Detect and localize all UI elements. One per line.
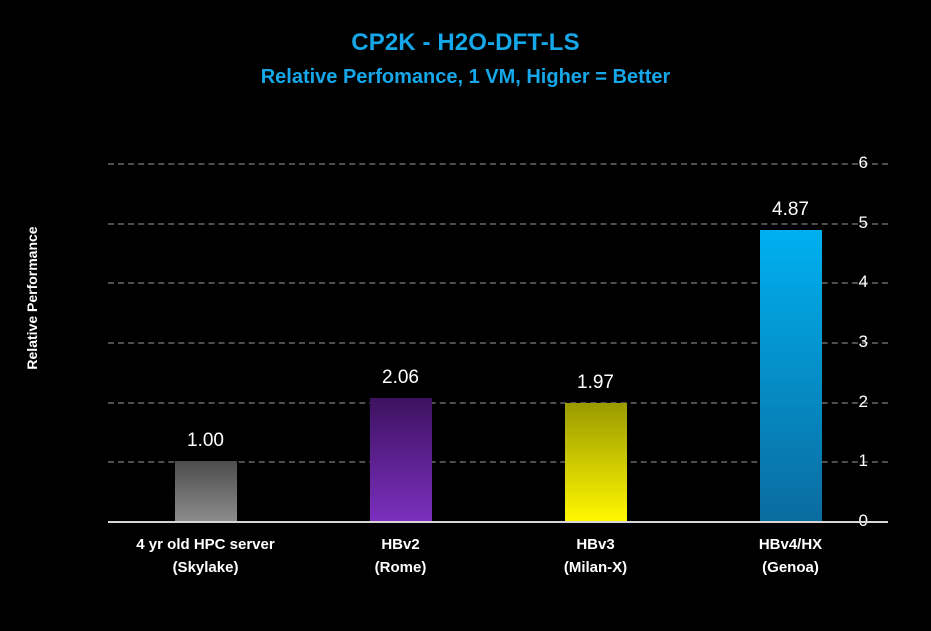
- y-axis-tick-label: 6: [858, 153, 868, 172]
- x-axis-category-label: HBv3 (Milan-X): [481, 533, 711, 579]
- category-label-line1: HBv3: [576, 536, 615, 553]
- gridline: [108, 222, 888, 225]
- x-axis-line: [108, 521, 888, 523]
- y-axis-tick-label: 4: [858, 272, 868, 292]
- y-axis-tick-label: 1: [858, 451, 868, 471]
- bar-value-label: 1.00: [187, 430, 224, 452]
- x-axis-category-label: HBv4/HX (Genoa): [676, 533, 906, 579]
- y-axis-tick-label: 5: [858, 212, 868, 232]
- chart-title: CP2K - H2O-DFT-LS: [351, 29, 580, 56]
- category-label-line2: (Milan-X): [563, 559, 628, 576]
- category-label-line2: (Skylake): [172, 559, 239, 576]
- bar-value-label: 2.06: [382, 367, 419, 389]
- y-axis-title: Relative Performance: [24, 226, 40, 370]
- category-label-line2: (Genoa): [762, 559, 819, 576]
- y-axis-tick-label: 2: [858, 391, 868, 411]
- gridline: [108, 163, 888, 165]
- gridline: [108, 282, 888, 285]
- bar[interactable]: [564, 403, 627, 521]
- category-label-line1: 4 yr old HPC server: [136, 536, 275, 553]
- category-label-line1: HBv4/HX: [758, 536, 823, 553]
- bar[interactable]: [369, 398, 432, 521]
- bar[interactable]: [759, 230, 822, 521]
- plot-area: 0 1 2 3 4 5 6 1.00 2.06 1.97 4.87: [108, 154, 888, 529]
- bar-value-label: 4.87: [772, 199, 809, 221]
- bar[interactable]: [174, 461, 237, 521]
- chart-subtitle: Relative Perfomance, 1 VM, Higher = Bett…: [260, 66, 671, 88]
- x-axis-category-label: HBv2 (Rome): [286, 533, 516, 579]
- category-label-line2: (Rome): [374, 559, 427, 576]
- y-axis-tick-label: 3: [858, 332, 868, 351]
- title-block: CP2K - H2O-DFT-LS Relative Perfomance, 1…: [0, 28, 931, 91]
- gridline: [108, 401, 888, 404]
- x-axis-category-labels: 4 yr old HPC server (Skylake) HBv2 (Rome) HB…: [108, 533, 888, 603]
- bar-series: 1.00 2.06 1.97 4.87: [108, 163, 888, 521]
- bar-value-label: 1.97: [577, 372, 614, 394]
- x-axis-category-label: 4 yr old HPC server (Skylake): [91, 533, 321, 579]
- gridline: [108, 342, 888, 344]
- category-label-line1: HBv2: [381, 536, 420, 553]
- y-axis-tick-label: 0: [828, 512, 868, 529]
- gridline: [108, 461, 888, 464]
